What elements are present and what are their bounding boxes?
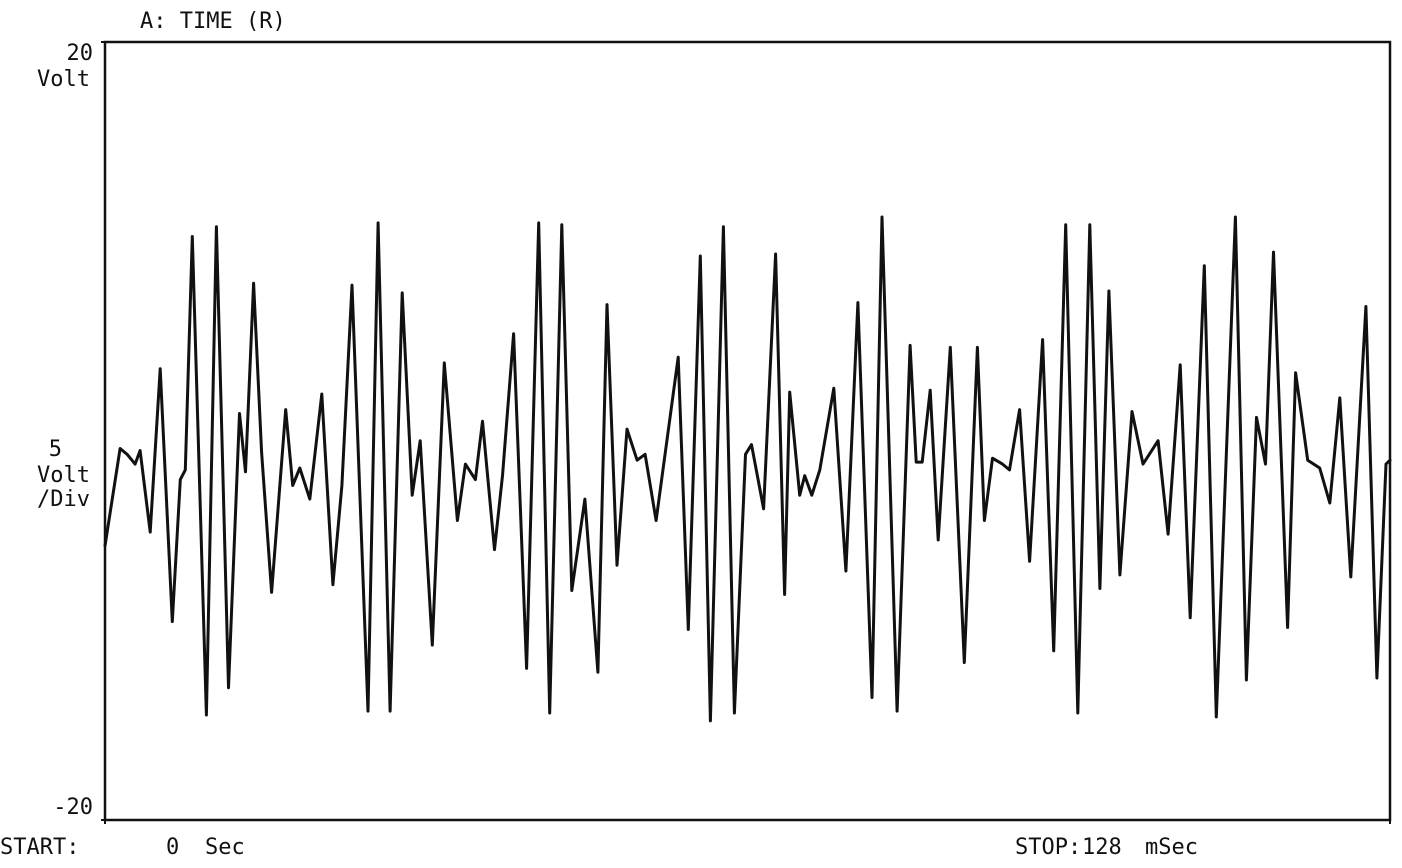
start-unit: Sec bbox=[205, 835, 245, 860]
x-tick-label: 0 bbox=[166, 835, 179, 860]
y-axis-unit: Volt bbox=[37, 67, 90, 92]
y-tick-label: 20 bbox=[67, 41, 94, 66]
start-label: START: bbox=[0, 835, 79, 860]
stop-label: STOP: bbox=[1015, 835, 1081, 860]
stop-unit: mSec bbox=[1145, 835, 1198, 860]
plot-frame bbox=[103, 40, 1392, 822]
y-scale-unit: Volt bbox=[37, 463, 90, 488]
waveform bbox=[103, 215, 1392, 723]
y-scale-value: 5 bbox=[49, 437, 62, 462]
y-scale-per: /Div bbox=[37, 487, 90, 512]
y-tick-label: -20 bbox=[53, 795, 93, 820]
chart-title: A: TIME (R) bbox=[140, 9, 286, 34]
x-tick-label: 128 bbox=[1082, 835, 1122, 860]
